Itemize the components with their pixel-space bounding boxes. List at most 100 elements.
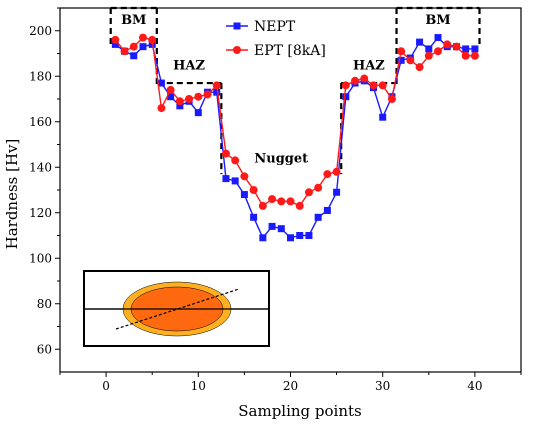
- data-point: [139, 43, 147, 51]
- data-point: [333, 188, 341, 196]
- data-point: [314, 183, 323, 192]
- series-line: [114, 36, 475, 207]
- series-layer: [111, 33, 479, 242]
- data-point: [314, 213, 322, 221]
- legend-marker: [233, 22, 241, 30]
- weld-nugget-cross-section-icon: [83, 270, 270, 347]
- y-tick-label: 140: [29, 160, 52, 174]
- data-point: [397, 47, 406, 56]
- data-point: [295, 201, 304, 210]
- data-point: [387, 95, 396, 103]
- data-point: [406, 56, 415, 65]
- y-tick-label: 100: [29, 251, 52, 265]
- data-point: [277, 225, 285, 233]
- data-point: [111, 40, 119, 48]
- annotation-layer: BM HAZ Nugget HAZ BM: [121, 13, 451, 167]
- data-point: [175, 97, 184, 106]
- x-tick-label: 0: [102, 379, 110, 393]
- y-tick-label: 80: [37, 297, 52, 311]
- series-ept: [111, 33, 479, 210]
- data-point: [415, 63, 424, 72]
- data-point: [240, 172, 249, 181]
- data-point: [231, 156, 240, 165]
- y-axis-title: Hardness [Hv]: [3, 139, 21, 250]
- data-point: [342, 93, 350, 101]
- legend-label: EPT [8kA]: [254, 43, 326, 59]
- data-point: [130, 52, 138, 60]
- region-label: HAZ: [173, 58, 205, 73]
- data-point: [452, 42, 461, 51]
- data-point: [240, 191, 248, 199]
- data-point: [287, 234, 294, 242]
- data-point: [213, 88, 221, 96]
- series-nept: [111, 34, 479, 242]
- legend: NEPT EPT [8kA]: [226, 19, 326, 59]
- data-point: [249, 186, 258, 194]
- data-point: [425, 45, 433, 53]
- data-point: [424, 51, 433, 60]
- data-point: [203, 90, 212, 99]
- x-tick-label: 30: [375, 379, 390, 393]
- data-point: [397, 56, 405, 64]
- data-point: [296, 232, 304, 239]
- data-point: [304, 188, 313, 197]
- data-point: [462, 45, 470, 53]
- data-point: [369, 81, 378, 90]
- region-boundaries: [109, 6, 481, 175]
- data-point: [286, 197, 295, 206]
- data-point: [167, 93, 175, 101]
- data-point: [332, 167, 341, 176]
- data-point: [120, 47, 129, 56]
- data-point: [231, 177, 239, 185]
- data-point: [212, 81, 221, 90]
- data-point: [157, 79, 165, 87]
- region-label: BM: [121, 13, 146, 28]
- data-point: [416, 38, 424, 46]
- data-point: [461, 51, 470, 60]
- x-tick-label: 10: [191, 379, 206, 393]
- region-label: BM: [425, 13, 450, 28]
- data-point: [341, 81, 350, 90]
- data-point: [268, 195, 277, 204]
- y-tick-label: 60: [37, 342, 52, 356]
- inset-sampling-line: [115, 288, 240, 330]
- x-tick-label: 20: [283, 379, 298, 393]
- data-point: [351, 76, 360, 85]
- data-point: [434, 47, 443, 56]
- x-axis-title: Sampling points: [238, 402, 362, 420]
- data-point: [443, 40, 452, 49]
- data-point: [268, 222, 276, 230]
- data-point: [221, 149, 230, 158]
- data-point: [129, 42, 138, 51]
- data-point: [360, 74, 369, 83]
- data-point: [194, 109, 202, 117]
- region-label: Nugget: [254, 152, 308, 167]
- series-line: [114, 36, 475, 240]
- data-point: [323, 206, 331, 214]
- y-tick-label: 200: [29, 24, 52, 38]
- data-point: [470, 51, 479, 60]
- data-point: [166, 85, 175, 94]
- data-point: [378, 81, 387, 90]
- y-tick-label: 160: [29, 115, 52, 129]
- y-tick-label: 180: [29, 69, 52, 83]
- data-point: [194, 92, 203, 101]
- data-point: [222, 175, 230, 183]
- data-point: [434, 34, 442, 42]
- data-point: [471, 45, 479, 53]
- data-point: [157, 104, 166, 113]
- legend-label: NEPT: [254, 19, 296, 35]
- data-point: [277, 197, 286, 206]
- x-tick-label: 40: [467, 379, 482, 393]
- data-point: [259, 234, 267, 242]
- data-point: [111, 35, 120, 44]
- data-point: [148, 35, 157, 44]
- data-point: [176, 102, 184, 110]
- axis-ticks: 0 10 20 30 40 60 80 100 120 140 160 180 200: [29, 7, 522, 393]
- data-point: [185, 95, 194, 103]
- data-point: [305, 232, 313, 239]
- legend-marker: [233, 46, 241, 54]
- data-point: [138, 33, 147, 42]
- data-point: [323, 170, 332, 179]
